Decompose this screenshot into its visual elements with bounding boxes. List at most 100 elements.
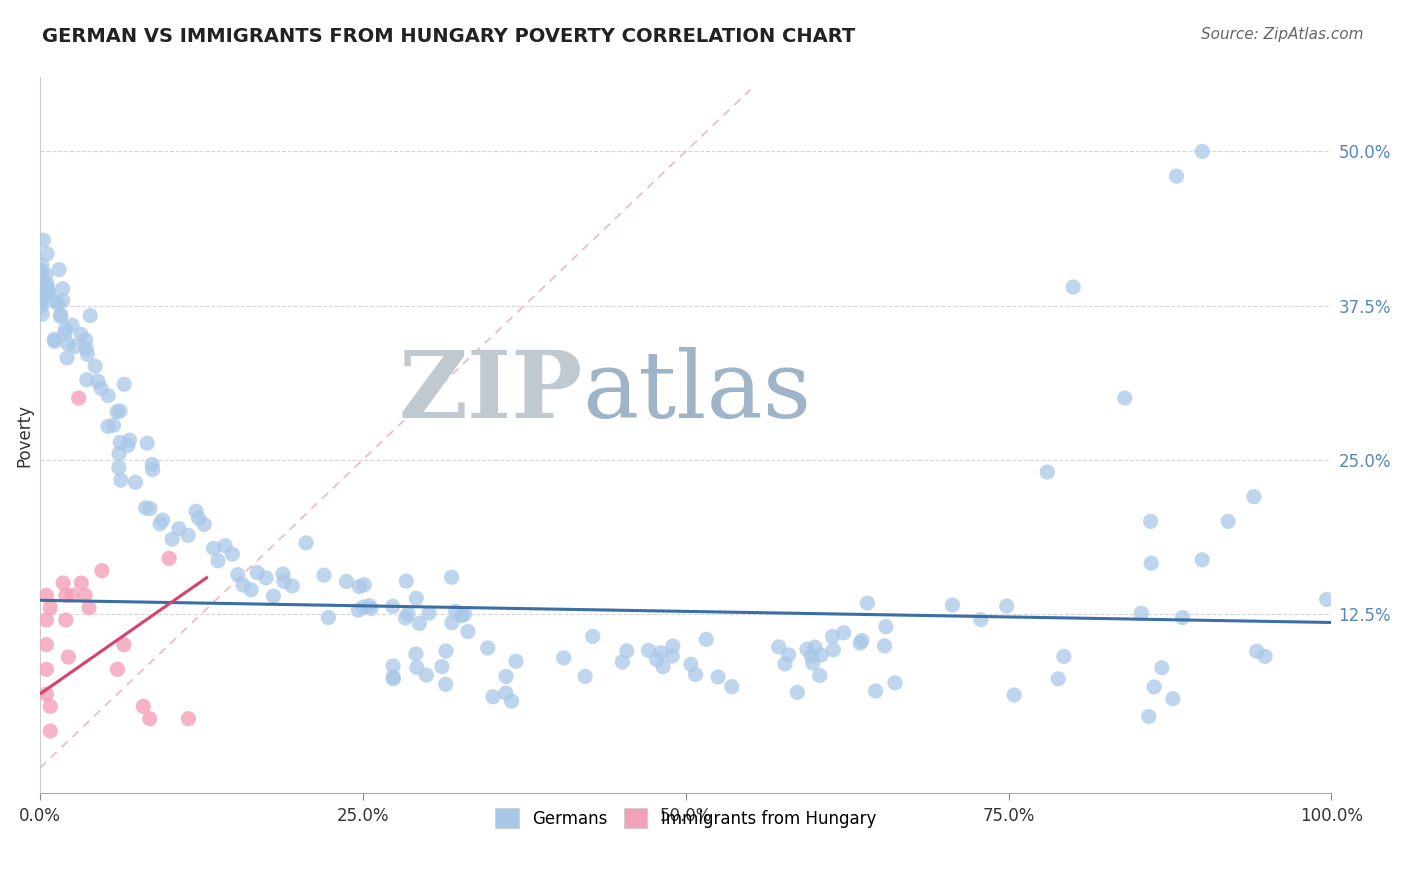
Point — [382, 672, 405, 686]
Point — [418, 606, 440, 620]
Point — [84, 359, 107, 374]
Point — [44, 334, 66, 349]
Point — [105, 405, 128, 419]
Point — [35, 687, 58, 701]
Point — [35, 246, 58, 260]
Point — [35, 268, 58, 282]
Point — [1166, 169, 1188, 183]
Point — [226, 567, 249, 582]
Point — [382, 659, 405, 673]
Point — [55, 588, 77, 602]
Point — [695, 632, 717, 647]
Point — [768, 640, 790, 654]
Point — [112, 377, 135, 392]
Point — [55, 322, 77, 336]
Point — [349, 580, 371, 594]
Point — [786, 685, 808, 699]
Point — [77, 600, 100, 615]
Point — [353, 577, 375, 591]
Point — [67, 391, 90, 405]
Point — [352, 600, 374, 615]
Point — [138, 712, 160, 726]
Point — [31, 277, 53, 291]
Point — [110, 473, 132, 487]
Point — [271, 567, 294, 582]
Point — [139, 501, 162, 516]
Point — [482, 690, 505, 704]
Point — [110, 435, 132, 450]
Point — [30, 294, 52, 309]
Point — [39, 600, 62, 615]
Point — [193, 517, 215, 532]
Point — [31, 288, 53, 302]
Point — [46, 296, 69, 310]
Point — [501, 694, 523, 708]
Point — [1114, 391, 1136, 405]
Point — [382, 670, 405, 684]
Point — [70, 327, 93, 342]
Point — [187, 511, 209, 525]
Point — [75, 333, 97, 347]
Point — [832, 625, 855, 640]
Point — [58, 650, 80, 665]
Point — [661, 649, 683, 664]
Point — [612, 655, 634, 669]
Point — [52, 293, 75, 308]
Point — [616, 644, 638, 658]
Point — [434, 644, 457, 658]
Point — [381, 599, 404, 614]
Point — [645, 652, 668, 666]
Point — [75, 588, 97, 602]
Point — [157, 551, 180, 566]
Point — [49, 308, 72, 322]
Text: ZIP: ZIP — [398, 347, 582, 437]
Point — [112, 638, 135, 652]
Point — [117, 438, 139, 452]
Point — [31, 307, 53, 321]
Point — [141, 458, 163, 472]
Point — [35, 662, 58, 676]
Point — [37, 283, 59, 297]
Point — [405, 660, 427, 674]
Point — [1139, 514, 1161, 528]
Point — [650, 646, 672, 660]
Point — [1137, 709, 1160, 723]
Point — [574, 669, 596, 683]
Point — [773, 657, 796, 671]
Point — [52, 576, 75, 591]
Point — [56, 336, 79, 351]
Point — [49, 309, 72, 323]
Point — [1254, 649, 1277, 664]
Point — [856, 596, 879, 610]
Point — [395, 574, 418, 589]
Point — [457, 624, 479, 639]
Point — [1047, 672, 1070, 686]
Point — [135, 500, 157, 515]
Point — [360, 601, 382, 615]
Point — [440, 570, 463, 584]
Point — [52, 282, 75, 296]
Point — [30, 300, 52, 314]
Point — [136, 436, 159, 450]
Point — [44, 294, 66, 309]
Point — [778, 648, 800, 662]
Point — [35, 277, 58, 291]
Point — [30, 293, 52, 307]
Point — [107, 460, 129, 475]
Point — [884, 675, 907, 690]
Point — [415, 668, 437, 682]
Point — [679, 657, 702, 672]
Point — [167, 522, 190, 536]
Point — [453, 607, 475, 622]
Point — [810, 648, 832, 662]
Point — [873, 639, 896, 653]
Point — [359, 599, 381, 613]
Point — [149, 516, 172, 531]
Point — [396, 607, 419, 621]
Point — [823, 642, 845, 657]
Point — [240, 582, 263, 597]
Point — [295, 536, 318, 550]
Point — [505, 654, 527, 668]
Point — [35, 287, 58, 301]
Point — [177, 528, 200, 542]
